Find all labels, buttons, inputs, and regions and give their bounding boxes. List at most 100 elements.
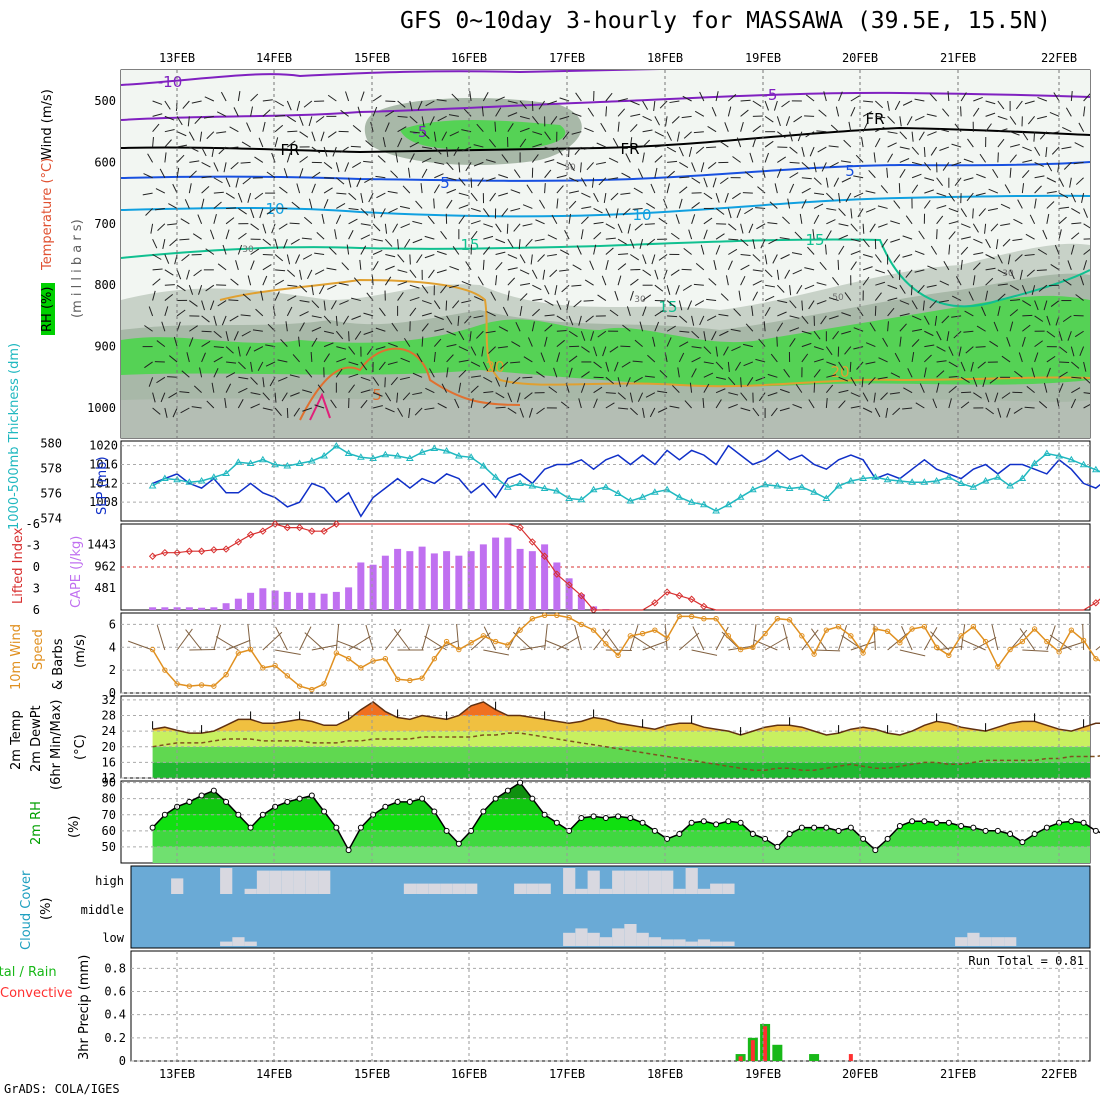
wind-barb [152, 268, 163, 271]
rh2m-unit-label: (%) [67, 816, 82, 839]
wind-barb [225, 217, 235, 225]
wind-barb [188, 337, 194, 347]
wind-barb [862, 392, 869, 402]
cape-bar [259, 588, 267, 610]
contour-label: 5 [372, 386, 382, 404]
wind-barb [752, 100, 762, 107]
wind-barb-surface [336, 640, 362, 651]
wind-barb [795, 384, 803, 393]
wind-speed-point [407, 677, 413, 684]
wind-barb [825, 230, 832, 240]
contour-label: 5 [845, 162, 855, 180]
wind-barb [740, 238, 749, 247]
date-label-bottom: 16FEB [451, 1067, 487, 1081]
wind-barb [700, 162, 705, 173]
wind-barb [553, 367, 558, 378]
wind-barb [691, 330, 700, 339]
wind-barb [764, 115, 774, 123]
wind-barb [452, 246, 460, 255]
wind-barb [918, 230, 925, 240]
date-label-bottom: 13FEB [159, 1067, 195, 1081]
wind-barb [703, 192, 713, 200]
wind-barb [446, 354, 454, 363]
thickness-point [1006, 482, 1014, 489]
wind-barb [708, 278, 717, 286]
cape-frame [120, 523, 1091, 611]
wind-barb [303, 216, 313, 225]
wind-barb [189, 146, 199, 152]
wind-barb [311, 131, 316, 142]
wind-barb [764, 140, 774, 148]
thickness-point [822, 494, 831, 501]
wind-barb [526, 184, 533, 194]
wind-barb [286, 407, 289, 419]
wind-barb [875, 115, 886, 119]
wind-speed-point [541, 612, 548, 618]
wind-barb [213, 191, 224, 194]
cape-bar [185, 607, 193, 610]
wind-barb [1022, 314, 1033, 317]
thickness-point [908, 478, 916, 485]
wind-speed-point [1093, 656, 1099, 662]
wind-barb [556, 339, 565, 347]
wind-barb [427, 215, 435, 225]
cloud-bar [710, 941, 723, 946]
rh-point [492, 795, 499, 802]
wind-barb [1070, 346, 1075, 357]
contour-label: 10 [632, 206, 651, 224]
cloud-level-label: high [95, 874, 124, 888]
wind-speed-point [652, 627, 658, 633]
wind-barb [262, 275, 268, 286]
wind-barb [715, 399, 722, 409]
wind-barb [736, 137, 742, 148]
wind-barb [1026, 269, 1035, 277]
wind-barb [981, 306, 987, 317]
wind-barb [703, 217, 713, 225]
wind-barb [590, 331, 595, 341]
wind-barb [1015, 100, 1023, 110]
wind-barb [461, 280, 472, 286]
wind-barb [779, 388, 790, 394]
wind-barb [323, 353, 330, 363]
wind-barb [180, 407, 190, 414]
wind-barb [473, 161, 484, 167]
wind-barb [159, 168, 166, 178]
cape-bar [332, 591, 340, 610]
wind-barb [395, 152, 399, 163]
wind-speed-point [799, 633, 805, 639]
wind-barb [973, 96, 983, 102]
rh-point [639, 819, 646, 826]
wind-barb [177, 144, 188, 148]
wind-barb [458, 382, 462, 393]
wind-barb [225, 177, 231, 188]
wind-barb [181, 254, 190, 262]
wind-barb [262, 238, 272, 246]
wind-barb [936, 229, 938, 240]
wind-barb [412, 392, 423, 396]
wind-barb [630, 407, 639, 416]
wind-barb [626, 306, 631, 317]
wind-speed-point [431, 656, 438, 662]
wind-barb [829, 161, 839, 168]
wind-barb [730, 328, 741, 332]
wind-barb [816, 130, 827, 133]
lifted-index-point [577, 591, 586, 600]
wind-speed-point [835, 624, 842, 630]
wind-barb [167, 376, 178, 378]
rh-point [1019, 839, 1026, 846]
wind-barb [580, 216, 589, 225]
wind-barb [1045, 146, 1048, 158]
wind-barb [186, 352, 190, 363]
wind-barb [446, 344, 457, 348]
cloud-bar [428, 883, 441, 894]
thickness-point [895, 477, 904, 484]
wind-barb [433, 184, 440, 194]
wind-barb [549, 269, 558, 278]
wind-barb [519, 293, 528, 301]
wind-barb [1012, 238, 1023, 242]
wind-barb [372, 392, 383, 397]
wind-barb [617, 275, 622, 286]
wind-barb [850, 238, 861, 243]
cape-bar [296, 592, 304, 610]
wind-barb [930, 146, 938, 156]
